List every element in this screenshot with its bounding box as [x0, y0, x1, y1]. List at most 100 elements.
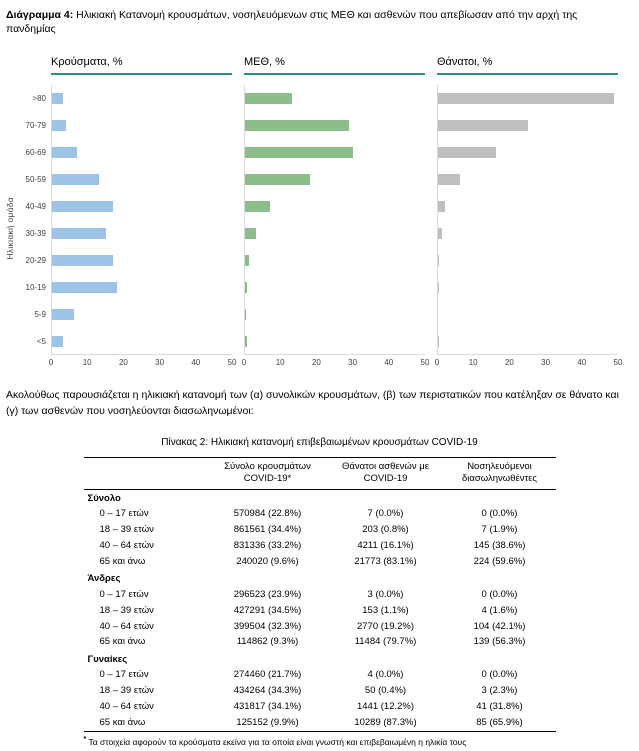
section-label: Γυναίκες — [87, 653, 128, 665]
footnote-text: Τα στοιχεία αφορούν τα κρούσματα εκείνα … — [86, 737, 467, 748]
empty-cell — [444, 489, 556, 507]
data-cell: 4 (1.6%) — [481, 604, 518, 616]
bar — [438, 336, 439, 348]
table-row: 40 – 64 ετών 399504 (32.3%) 2770 (19.2%) 10… — [84, 619, 556, 635]
data-cell: 11484 (79.7%) — [354, 636, 417, 648]
category-labels: >80 70-79 60-69 50-59 40-49 30-39 20-29 10-19 5-… — [17, 56, 51, 370]
bar-row — [438, 220, 618, 247]
data-cell: 399504 (32.3%) — [233, 620, 302, 632]
bar-row — [245, 85, 425, 112]
header-total-cases: Σύνολο κρουσμάτων COVID-19* — [207, 456, 328, 490]
x-tick-label: 30 — [348, 358, 358, 368]
bar-row — [245, 193, 425, 220]
bar-row — [245, 301, 425, 328]
body-paragraph: Ακολούθως παρουσιάζεται η ηλικιακή καταν… — [6, 389, 619, 418]
row-label: 65 και άνω — [99, 716, 146, 728]
data-cell: 570984 (22.8%) — [233, 508, 302, 520]
figure-caption: Διάγραμμα 4: Ηλικιακή Κατανομή κρουσμάτω… — [0, 0, 639, 36]
bar — [52, 336, 63, 348]
header-deaths: Θάνατοι ασθενών με COVID-19 — [327, 456, 444, 490]
bar — [438, 147, 496, 159]
footnote: * Τα στοιχεία αφορούν τα κρούσματα εκείν… — [84, 735, 556, 748]
x-tick-label: 10 — [468, 358, 478, 368]
data-cell: 203 (0.8%) — [362, 524, 409, 536]
row-label: 0 – 17 ετών — [99, 669, 149, 681]
empty-cell — [444, 651, 556, 668]
data-cell: 50 (0.4%) — [364, 685, 407, 697]
data-cell: 153 (1.1%) — [362, 604, 409, 616]
empty-cell — [208, 651, 328, 668]
row-label: 0 – 17 ετών — [99, 508, 149, 520]
section-label: Άνδρες — [87, 573, 121, 585]
empty-cell — [328, 570, 444, 587]
x-tick-label: 0 — [48, 358, 54, 368]
data-cell: 431817 (34.1%) — [233, 701, 302, 713]
table-row: 18 – 39 ετών 434264 (34.3%) 50 (0.4%) 3 (2.… — [84, 684, 556, 700]
data-cell: 104 (42.1%) — [473, 620, 526, 632]
data-cell: 3 (2.3%) — [481, 685, 518, 697]
bar — [438, 120, 528, 132]
bar-row — [438, 328, 618, 355]
bar — [438, 255, 440, 267]
data-cell: 41 (31.8%) — [476, 701, 523, 713]
data-cell: 3 (0.0%) — [367, 588, 404, 600]
bar — [52, 309, 74, 321]
data-cell: 21773 (83.1%) — [354, 555, 417, 567]
table-section-row: Άνδρες — [84, 570, 556, 587]
x-axis-deaths: 0 10 20 30 40 50 — [435, 358, 623, 370]
data-cell: 85 (65.9%) — [476, 716, 523, 728]
x-tick-label: 50 — [420, 358, 430, 368]
category-label: <5 — [36, 337, 46, 347]
data-cell: 7 (1.9%) — [481, 524, 518, 536]
bar-row — [52, 274, 232, 301]
bar — [52, 255, 114, 267]
section-label: Σύνολο — [87, 492, 121, 504]
y-axis-title-text: Ηλικιακή ομάδα — [6, 196, 15, 260]
bar-row — [52, 220, 232, 247]
bar — [245, 336, 247, 348]
chart-deaths: Θάνατοι, % 0 10 20 30 40 50 — [435, 56, 623, 370]
bar-row — [245, 220, 425, 247]
bar — [245, 120, 350, 132]
bar — [438, 201, 446, 213]
bar-row — [245, 247, 425, 274]
bar — [245, 201, 271, 213]
plot-icu — [244, 85, 425, 356]
row-label: 65 και άνω — [99, 555, 146, 567]
category-label: 20-29 — [25, 256, 46, 266]
row-label: 0 – 17 ετών — [99, 588, 149, 600]
empty-cell — [444, 570, 556, 587]
bar-row — [438, 193, 618, 220]
empty-cell — [328, 651, 444, 668]
bar-row — [52, 139, 232, 166]
footnote-marker: * — [83, 736, 87, 744]
bar-row — [438, 247, 618, 274]
bar — [52, 174, 99, 186]
row-label: 40 – 64 ετών — [99, 620, 154, 632]
x-axis-cases: 0 10 20 30 40 50 — [48, 358, 237, 370]
plot-cases — [51, 85, 232, 356]
data-cell: 861561 (34.4%) — [233, 524, 302, 536]
data-cell: 2770 (19.2%) — [356, 620, 415, 632]
bar-row — [245, 112, 425, 139]
x-tick-label: 0 — [241, 358, 247, 368]
table-section-row: Γυναίκες — [84, 651, 556, 668]
bar-row — [438, 112, 618, 139]
x-tick-label: 10 — [275, 358, 285, 368]
bar — [52, 93, 63, 105]
table-row: 0 – 17 ετών 296523 (23.9%) 3 (0.0%) 0 (0.0%… — [84, 587, 556, 603]
table-row: 40 – 64 ετών 831336 (33.2%) 4211 (16.1%) 14… — [84, 538, 556, 554]
bar-row — [438, 85, 618, 112]
y-axis-title: Ηλικιακή ομάδα — [4, 56, 17, 370]
data-cell: 4 (0.0%) — [367, 669, 404, 681]
data-cell: 10289 (87.3%) — [354, 716, 417, 728]
category-label: 30-39 — [25, 229, 46, 239]
bar — [245, 147, 353, 159]
data-cell: 139 (56.3%) — [473, 636, 526, 648]
empty-cell — [208, 489, 328, 507]
category-label: 10-19 — [25, 283, 46, 293]
chart-title-icu: ΜΕΘ, % — [244, 56, 425, 76]
bar-row — [438, 301, 618, 328]
bar-row — [52, 166, 232, 193]
data-cell: 0 (0.0%) — [481, 588, 518, 600]
